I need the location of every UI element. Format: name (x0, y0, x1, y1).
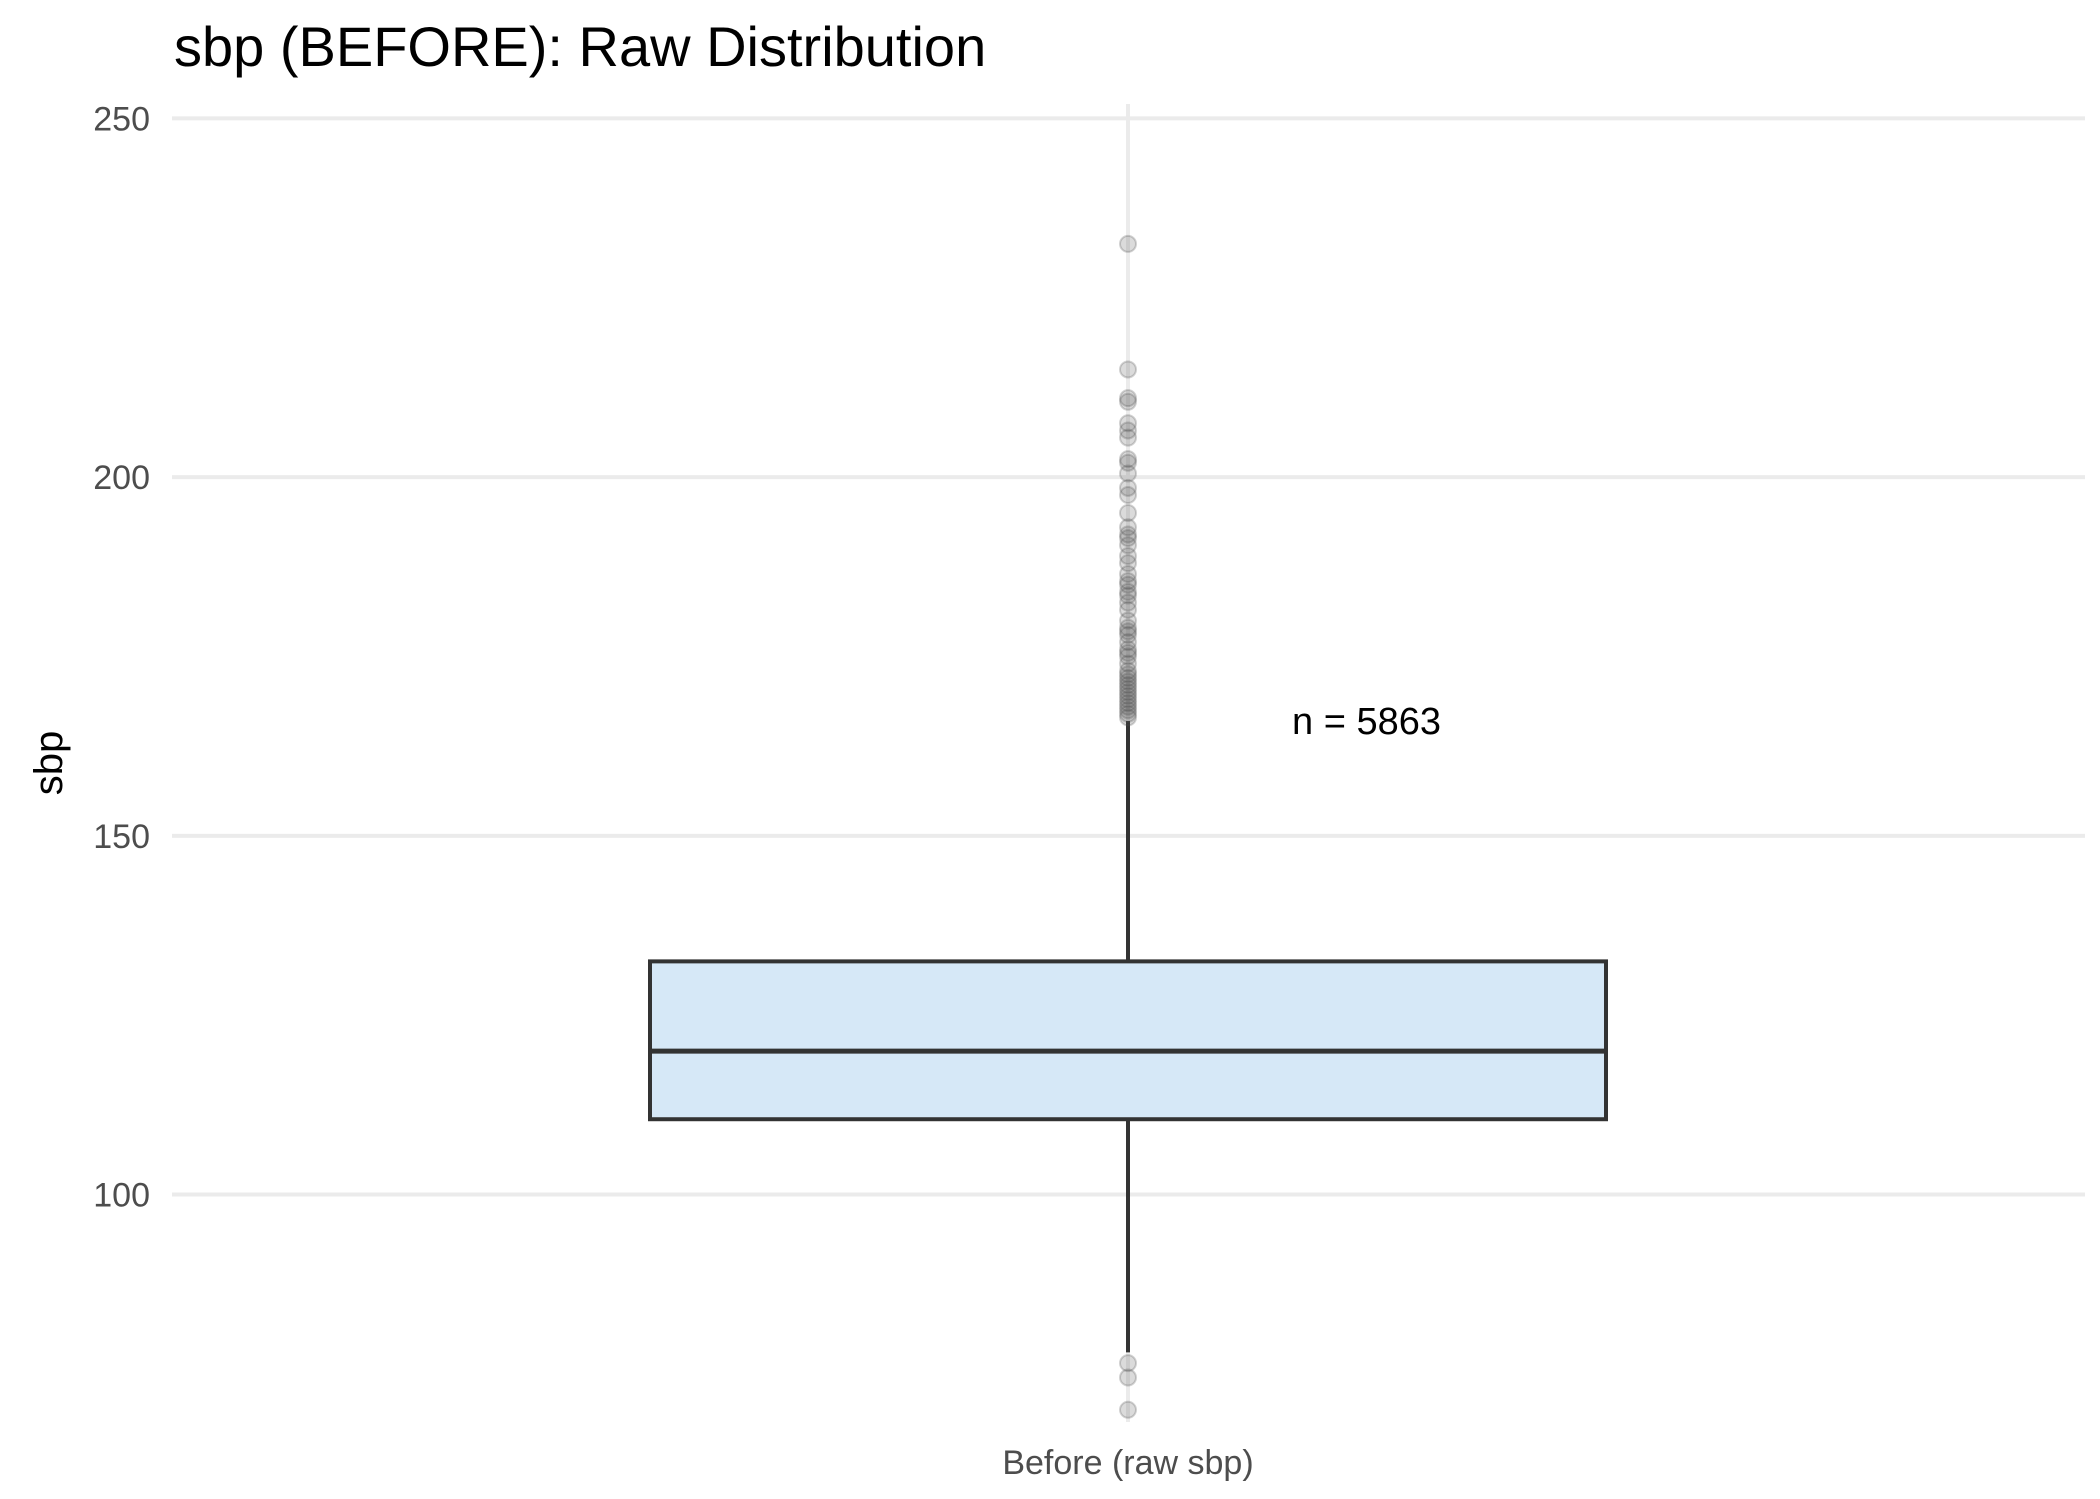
outlier-point (1119, 600, 1137, 619)
outlier-point (1119, 486, 1137, 505)
iqr-box (648, 959, 1608, 1122)
y-tick-label: 200 (93, 459, 150, 497)
outlier-point (1119, 665, 1137, 684)
outlier-point (1119, 625, 1137, 644)
y-tick-label: 150 (93, 818, 150, 856)
outlier-point (1119, 622, 1137, 641)
outlier-point (1119, 593, 1137, 612)
outlier-point (1119, 1368, 1137, 1387)
outlier-point (1119, 564, 1137, 583)
outlier-point (1119, 676, 1137, 695)
outlier-point (1119, 708, 1137, 727)
x-tick-label: Before (raw sbp) (1002, 1444, 1253, 1482)
outlier-points (1119, 234, 1137, 1419)
outlier-point (1119, 572, 1137, 591)
outlier-point (1119, 640, 1137, 659)
outlier-point (1119, 643, 1137, 662)
outlier-point (1119, 697, 1137, 716)
outlier-point (1119, 389, 1137, 408)
outlier-point (1119, 694, 1137, 713)
sample-size-annotation: n = 5863 (1292, 701, 1441, 743)
outlier-point (1119, 234, 1137, 253)
outlier-point (1119, 704, 1137, 723)
outlier-point (1119, 518, 1137, 537)
outlier-point (1119, 1354, 1137, 1373)
outlier-point (1119, 503, 1137, 522)
outlier-point (1119, 360, 1137, 379)
outlier-point (1119, 661, 1137, 680)
outlier-point (1119, 1400, 1137, 1419)
outlier-point (1119, 582, 1137, 601)
outlier-point (1119, 611, 1137, 630)
y-axis-tick-labels: 100 150 200 250 (93, 100, 150, 1214)
outlier-point (1119, 701, 1137, 720)
y-tick-label: 250 (93, 100, 150, 138)
outlier-point (1119, 450, 1137, 469)
outlier-point (1119, 686, 1137, 705)
outlier-point (1119, 547, 1137, 566)
outlier-point (1119, 529, 1137, 548)
outlier-point (1119, 575, 1137, 594)
outlier-point (1119, 586, 1137, 605)
outlier-point (1119, 668, 1137, 687)
outlier-point (1119, 690, 1137, 709)
outlier-point (1119, 428, 1137, 447)
outlier-point (1119, 453, 1137, 472)
outlier-point (1119, 679, 1137, 698)
y-axis-title: sbp (27, 731, 71, 796)
outlier-point (1119, 525, 1137, 544)
chart-title: sbp (BEFORE): Raw Distribution (174, 15, 987, 78)
boxplot (648, 721, 1608, 1353)
y-tick-label: 100 (93, 1177, 150, 1215)
outlier-point (1119, 414, 1137, 433)
outlier-point (1119, 554, 1137, 573)
outlier-point (1119, 536, 1137, 555)
outlier-point (1119, 654, 1137, 673)
outlier-point (1119, 647, 1137, 666)
outlier-point (1119, 464, 1137, 483)
outlier-point (1119, 421, 1137, 440)
outlier-point (1119, 618, 1137, 637)
outlier-point (1119, 672, 1137, 691)
outlier-point (1119, 392, 1137, 411)
outlier-point (1119, 683, 1137, 702)
outlier-point (1119, 478, 1137, 497)
outlier-point (1119, 633, 1137, 652)
